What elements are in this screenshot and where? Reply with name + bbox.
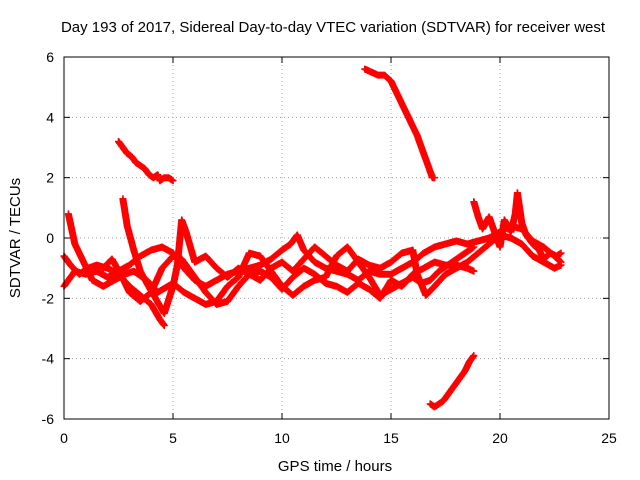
data-points	[60, 65, 565, 411]
y-tick-label: 0	[46, 230, 54, 246]
x-tick-label: 5	[169, 430, 177, 446]
point-markers	[426, 352, 478, 411]
point-markers	[119, 195, 565, 317]
y-tick-label: -6	[42, 411, 55, 427]
point-markers	[361, 65, 439, 182]
chart-title: Day 193 of 2017, Sidereal Day-to-day VTE…	[61, 19, 606, 36]
series-track-lower-right	[426, 352, 478, 411]
x-tick-label: 15	[383, 430, 399, 446]
y-tick-label: -2	[42, 290, 55, 306]
y-tick-label: 4	[46, 109, 54, 125]
point-markers	[115, 138, 177, 185]
y-axis-label: SDTVAR / TECUs	[7, 178, 24, 298]
plot-frame	[63, 56, 610, 420]
y-tick-label: 2	[46, 170, 54, 186]
x-tick-label: 10	[274, 430, 290, 446]
ticks: 0 5 10 15 20 25 -6 -4 -2 0 2 4 6	[42, 49, 617, 446]
series-track-wave-d	[119, 195, 565, 317]
x-tick-label: 0	[60, 430, 68, 446]
point-markers	[470, 189, 565, 263]
y-tick-label: -4	[42, 351, 55, 367]
x-axis-label: GPS time / hours	[278, 458, 392, 475]
x-tick-label: 25	[601, 430, 617, 446]
x-tick-label: 20	[492, 430, 508, 446]
y-tick-label: 6	[46, 49, 54, 65]
series-track-late-cluster	[470, 189, 565, 263]
series-track-upper-right	[361, 65, 439, 182]
series-track-upper-left	[115, 138, 177, 185]
